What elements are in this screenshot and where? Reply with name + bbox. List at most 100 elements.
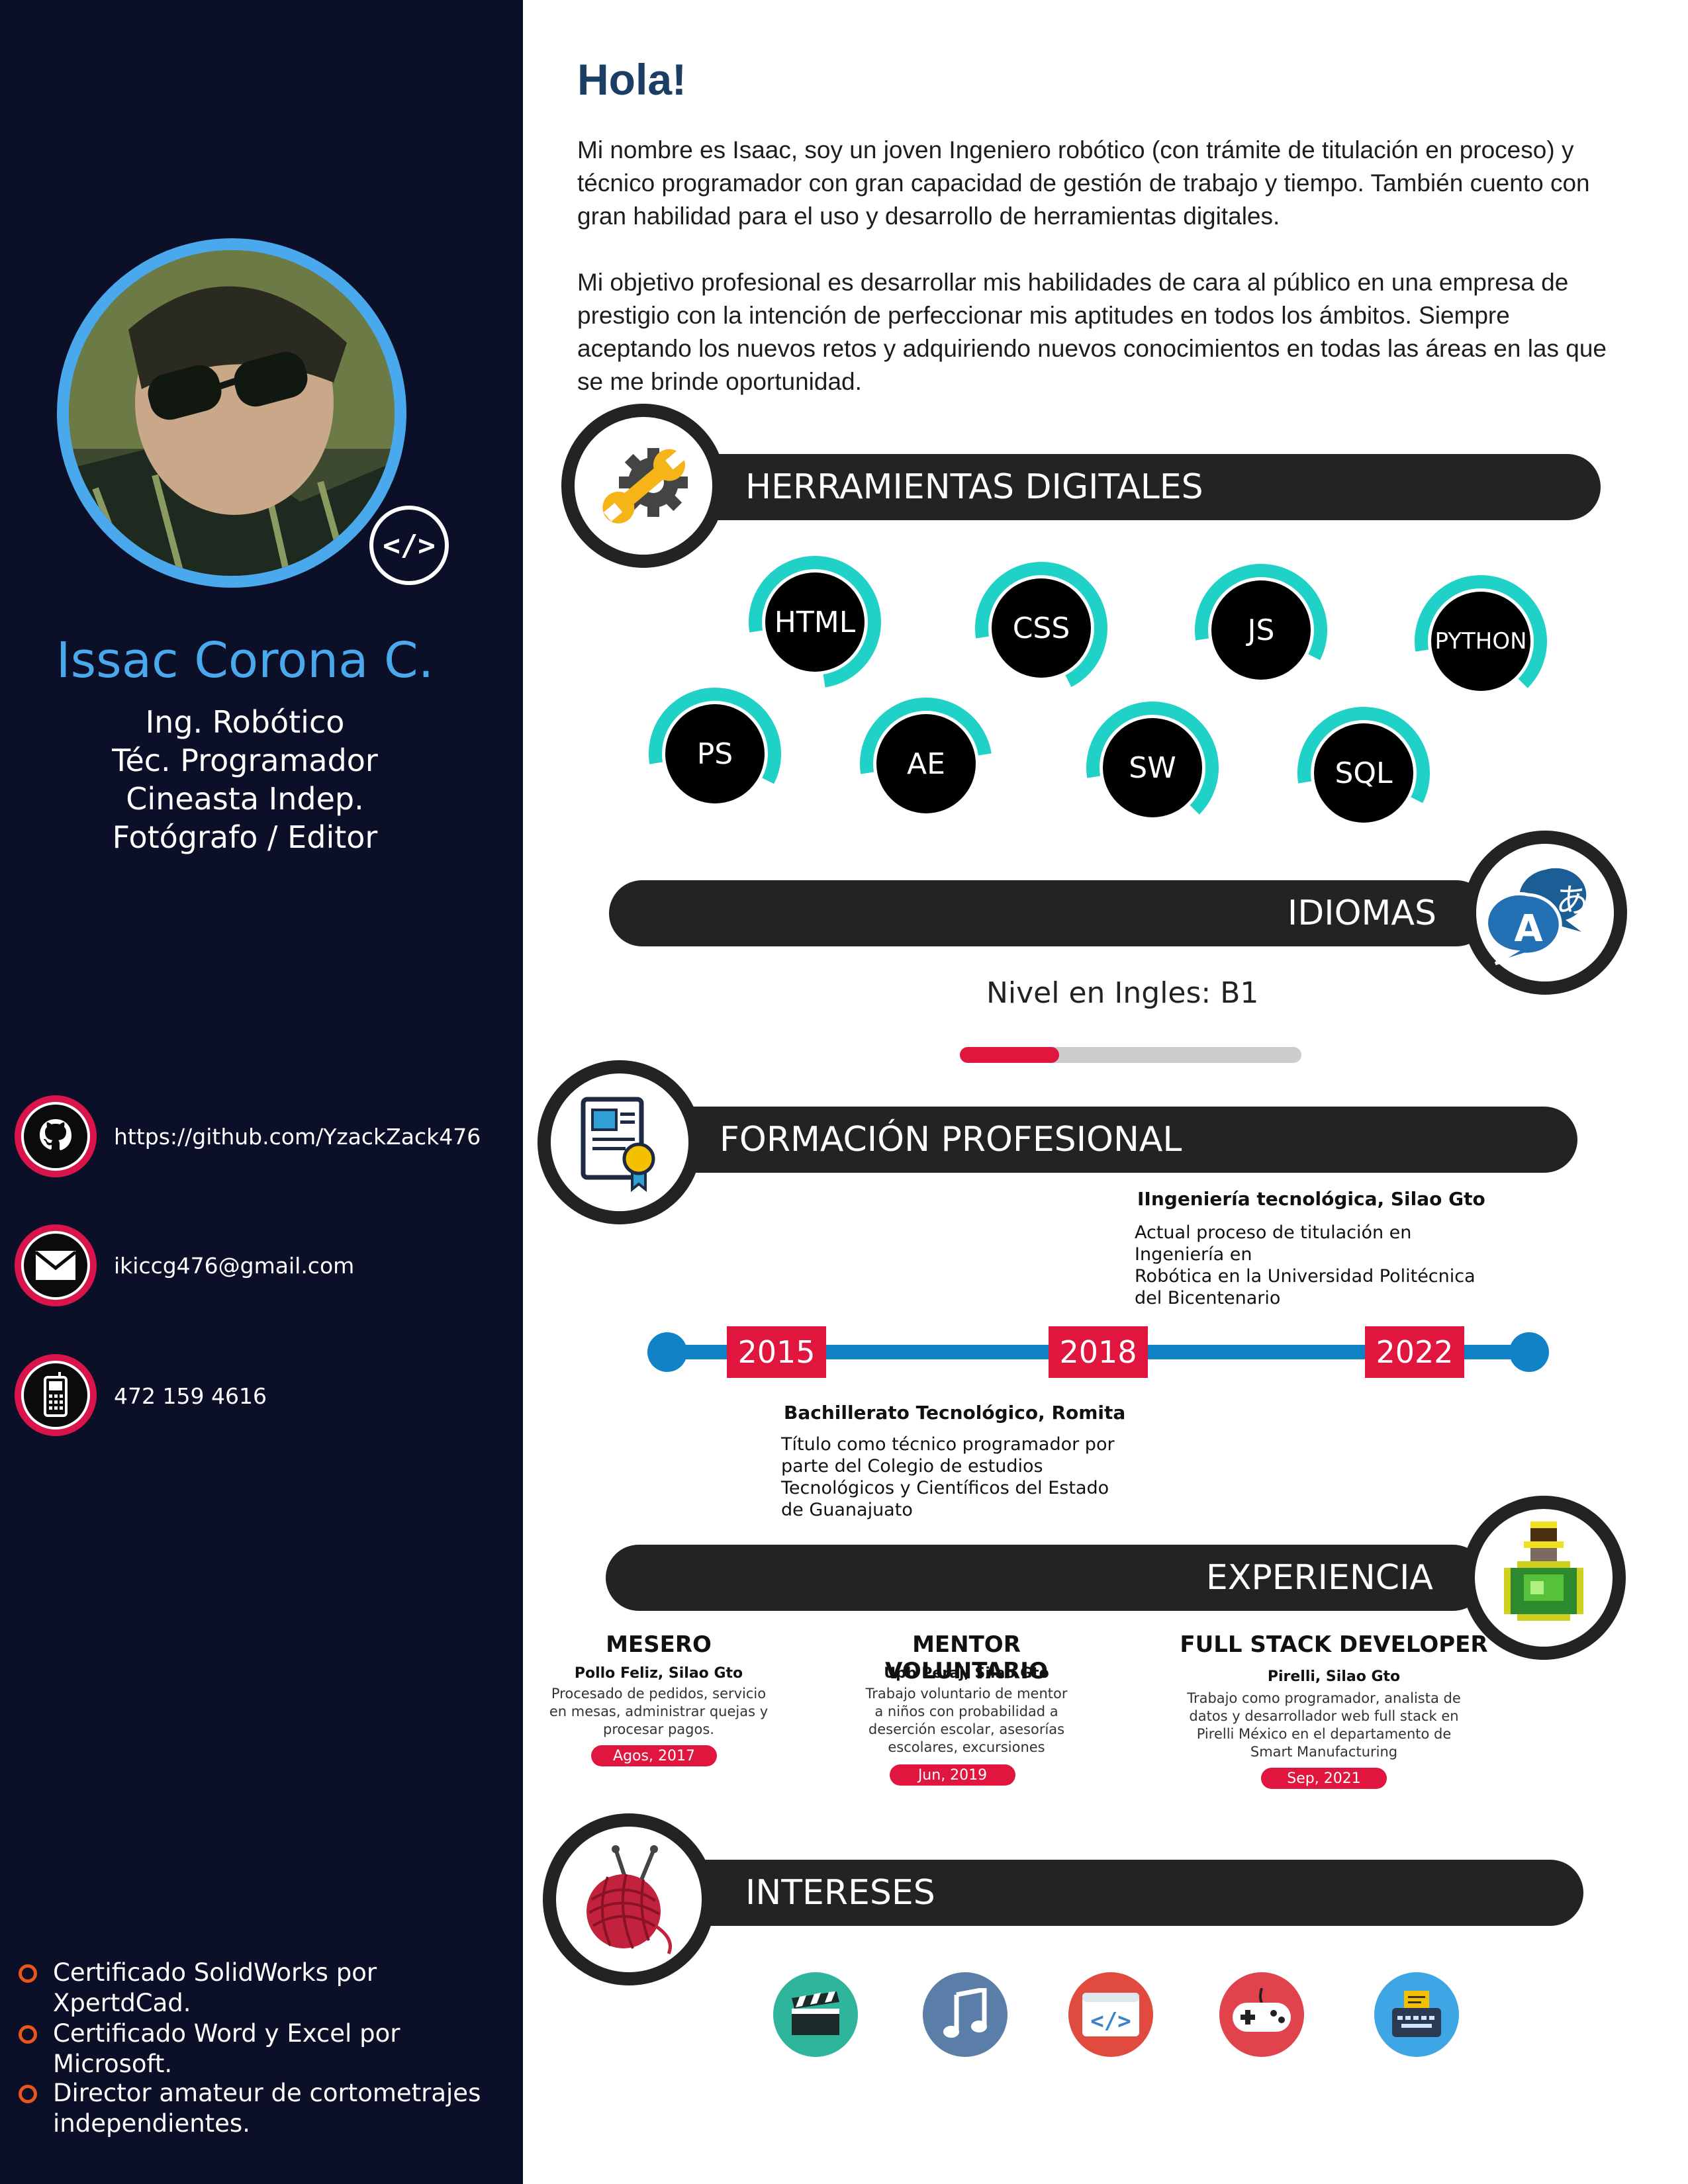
typewriter-icon: [1374, 1972, 1459, 2057]
experience-3-line: Smart Manufacturing: [1250, 1744, 1398, 1760]
translate-icon: あ A: [1463, 831, 1627, 995]
role-2: Téc. Programador: [112, 743, 378, 778]
certificate-icon: [538, 1060, 702, 1224]
intro-paragraph-1: Mi nombre es Isaac, soy un joven Ingenie…: [577, 136, 1590, 230]
skill-ring-css: [975, 562, 1107, 688]
bullet-icon: [19, 2025, 37, 2044]
experience-2-date: Jun, 2019: [890, 1764, 1015, 1786]
languages-header-title: IDIOMAS: [1287, 893, 1436, 933]
education-lower-line: Tecnológicos y Científicos del Estado: [781, 1478, 1109, 1498]
phone-number: 472 159 4616: [114, 1383, 267, 1409]
experience-1-place: Pollo Feliz, Silao Gto: [574, 1665, 743, 1682]
experience-1-date: Agos, 2017: [591, 1745, 717, 1766]
education-lower-line: de Guanajuato: [781, 1500, 913, 1520]
skill-python: PYTHON: [1431, 592, 1530, 691]
skill-ae: AE: [876, 714, 976, 813]
skill-rings: [649, 556, 1547, 815]
education-upper-line: Actual proceso de titulación en: [1135, 1222, 1412, 1243]
english-level-fill: [960, 1047, 1059, 1063]
experience-3-line: Trabajo como programador, analista de: [1187, 1690, 1461, 1706]
svg-text:A: A: [1514, 907, 1543, 950]
experience-2-place: Upb Peraj, Silao Gto: [884, 1665, 1049, 1682]
skill-js: JS: [1211, 580, 1311, 680]
experience-3-place: Pirelli, Silao Gto: [1267, 1668, 1401, 1685]
certificate-2: Certificado Word y Excel por Microsoft.: [53, 2019, 400, 2078]
skill-sql: SQL: [1314, 723, 1413, 823]
code-icon: </>: [369, 506, 449, 585]
experience-3-line: Pirelli México en el departamento de: [1196, 1726, 1452, 1742]
skill-ring-sql: [1297, 707, 1430, 803]
timeline-start-dot: [647, 1332, 687, 1372]
certificate-1: Certificado SolidWorks por XpertdCad.: [53, 1958, 377, 2017]
role-4: Fotógrafo / Editor: [112, 819, 378, 855]
phone-icon: [15, 1354, 97, 1436]
experience-1-line: procesar pagos.: [603, 1721, 714, 1737]
year-2022: 2022: [1365, 1326, 1464, 1378]
skill-css: CSS: [992, 578, 1091, 678]
education-lower-line: Título como técnico programador por: [781, 1434, 1115, 1455]
bullet-icon: [19, 1964, 37, 1983]
mail-icon: [15, 1224, 97, 1306]
languages-header-bar: IDIOMAS: [609, 880, 1489, 946]
profile-name: Issac Corona C.: [56, 632, 434, 689]
clapperboard-icon: [773, 1972, 858, 2057]
profile-roles: Ing. Robótico Téc. Programador Cineasta …: [26, 703, 463, 856]
education-header-title: FORMACIÓN PROFESIONAL: [720, 1120, 1182, 1160]
gamepad-icon: [1219, 1972, 1304, 2057]
education-lower-line: parte del Colegio de estudios: [781, 1456, 1043, 1477]
skill-ring-sw: [1086, 702, 1219, 815]
svg-text:あ: あ: [1556, 882, 1589, 920]
tools-header-bar: HERRAMIENTAS DIGITALES: [662, 454, 1601, 520]
experience-2-text: Trabajo voluntario de mentor a niños con…: [834, 1685, 1099, 1756]
skill-sw: SW: [1103, 718, 1202, 817]
year-2015: 2015: [727, 1326, 826, 1378]
code-window-icon: </>: [1068, 1972, 1153, 2057]
education-upper-text: Actual proceso de titulación en Ingenier…: [1135, 1222, 1532, 1309]
experience-header-bar: EXPERIENCIA: [606, 1545, 1486, 1611]
sidebar: </> Issac Corona C. Ing. Robótico Téc. P…: [0, 0, 523, 2184]
experience-1-title: MESERO: [606, 1631, 712, 1658]
education-lower-text: Título como técnico programador por part…: [781, 1433, 1178, 1521]
skill-ps: PS: [665, 704, 765, 803]
education-upper-line: del Bicentenario: [1135, 1288, 1281, 1308]
skill-ring-ps: [649, 688, 781, 784]
main-content: [523, 0, 1688, 2184]
skill-ring-html: [749, 556, 881, 688]
experience-header-title: EXPERIENCIA: [1205, 1558, 1433, 1598]
skill-ring-python: [1415, 575, 1547, 688]
experience-1-line: Procesado de pedidos, servicio: [551, 1686, 767, 1702]
experience-2-line: Trabajo voluntario de mentor: [865, 1686, 1068, 1702]
music-note-icon: [923, 1972, 1008, 2057]
greeting: Hola!: [577, 55, 686, 104]
education-upper-line: Robótica en la Universidad Politécnica: [1135, 1266, 1476, 1287]
role-3: Cineasta Indep.: [126, 781, 364, 817]
interests-header-bar: INTERESES: [662, 1860, 1583, 1926]
education-upper-title: IIngeniería tecnológica, Silao Gto: [1137, 1188, 1485, 1210]
bullet-icon: [19, 2085, 37, 2103]
skill-ring-ae: [860, 698, 992, 774]
experience-2-line: deserción escolar, asesorías: [868, 1721, 1065, 1737]
yarn-ball-icon: [543, 1813, 715, 1985]
experience-2-title: MENTOR VOLUNTARIO: [885, 1631, 1048, 1684]
certificate-3: Director amateur de cortometrajes indepe…: [53, 2079, 481, 2138]
year-2018: 2018: [1049, 1326, 1148, 1378]
experience-3-line: datos y desarrollador web full stack en: [1189, 1708, 1459, 1724]
timeline-end-dot: [1509, 1332, 1549, 1372]
github-icon: [15, 1095, 97, 1177]
experience-3-text: Trabajo como programador, analista de da…: [1165, 1690, 1483, 1761]
experience-2-line: a niños con probabilidad a: [874, 1704, 1058, 1719]
github-link[interactable]: https://github.com/YzackZack476: [114, 1124, 481, 1150]
experience-1-line: en mesas, administrar quejas y: [549, 1704, 769, 1719]
interests-header-title: INTERESES: [745, 1873, 935, 1913]
experience-2-line: escolares, excursiones: [888, 1739, 1045, 1755]
education-upper-line: Ingeniería en: [1135, 1244, 1252, 1265]
svg-text:</>: </>: [1090, 2008, 1131, 2034]
role-1: Ing. Robótico: [145, 704, 345, 740]
email-link[interactable]: ikiccg476@gmail.com: [114, 1253, 355, 1279]
experience-3-date: Sep, 2021: [1261, 1768, 1387, 1789]
skill-ring-js: [1195, 564, 1327, 660]
education-lower-title: Bachillerato Tecnológico, Romita: [784, 1402, 1126, 1424]
skill-html: HTML: [765, 572, 865, 672]
intro-paragraph-2: Mi objetivo profesional es desarrollar m…: [577, 269, 1607, 395]
experience-3-title: FULL STACK DEVELOPER: [1180, 1631, 1488, 1658]
